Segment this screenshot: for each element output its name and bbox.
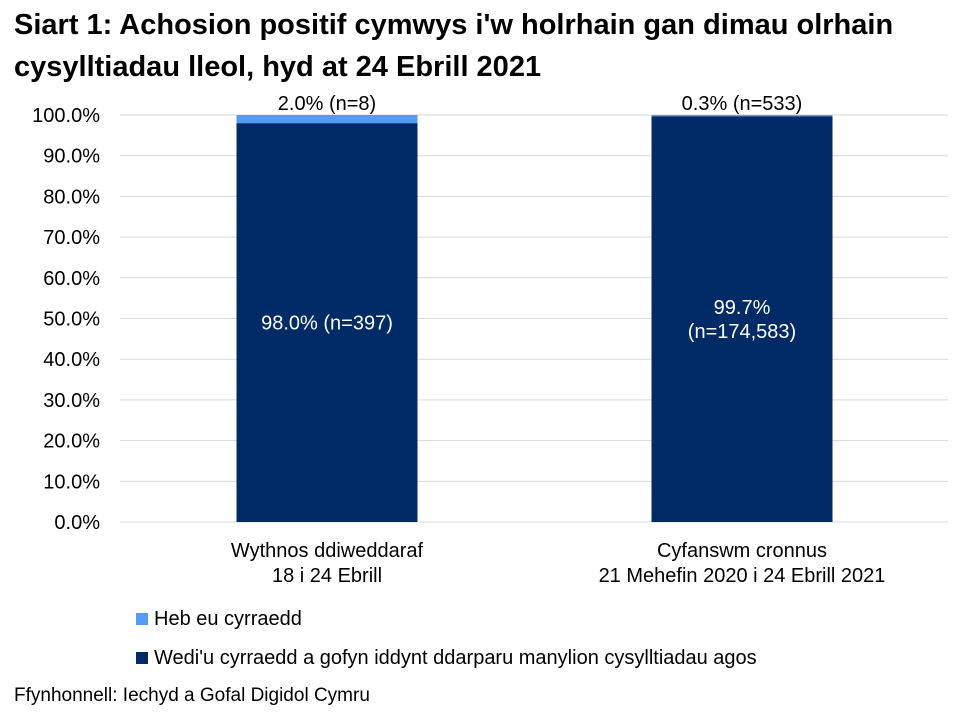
y-tick-label: 40.0% bbox=[43, 349, 100, 371]
bar-segment bbox=[236, 115, 418, 124]
legend-swatch bbox=[136, 613, 148, 625]
legend-label: Heb eu cyrraedd bbox=[154, 608, 302, 630]
x-tick-label: Wythnos ddiweddaraf bbox=[231, 540, 424, 562]
bar-segment bbox=[651, 115, 833, 117]
data-label: 98.0% (n=397) bbox=[261, 313, 393, 335]
bar-segment bbox=[651, 116, 833, 522]
legend-swatch bbox=[136, 652, 148, 664]
y-tick-label: 60.0% bbox=[43, 268, 100, 290]
legend-item-not-reached: Heb eu cyrraedd bbox=[136, 608, 302, 631]
data-label: 2.0% (n=8) bbox=[278, 93, 376, 115]
y-tick-label: 100.0% bbox=[32, 105, 100, 127]
y-tick-label: 80.0% bbox=[43, 186, 100, 208]
bar-segment bbox=[236, 123, 418, 522]
y-tick-label: 20.0% bbox=[43, 431, 100, 453]
legend-label: Wedi'u cyrraedd a gofyn iddynt ddarparu … bbox=[154, 647, 757, 669]
legend-item-reached: Wedi'u cyrraedd a gofyn iddynt ddarparu … bbox=[136, 647, 757, 670]
y-tick-label: 90.0% bbox=[43, 146, 100, 168]
x-tick-label: 21 Mehefin 2020 i 24 Ebrill 2021 bbox=[599, 565, 886, 587]
data-label: 99.7% bbox=[714, 297, 771, 319]
y-tick-label: 70.0% bbox=[43, 227, 100, 249]
y-tick-label: 10.0% bbox=[43, 471, 100, 493]
chart-title: Siart 1: Achosion positif cymwys i'w hol… bbox=[14, 9, 894, 83]
y-tick-label: 0.0% bbox=[54, 512, 100, 534]
x-tick-label: Cyfanswm cronnus bbox=[657, 540, 827, 562]
data-label: (n=174,583) bbox=[688, 321, 796, 343]
y-tick-label: 50.0% bbox=[43, 309, 100, 331]
data-label: 0.3% (n=533) bbox=[682, 93, 803, 115]
y-tick-label: 30.0% bbox=[43, 390, 100, 412]
source-note: Ffynhonnell: Iechyd a Gofal Digidol Cymr… bbox=[14, 685, 370, 706]
x-tick-label: 18 i 24 Ebrill bbox=[272, 565, 382, 587]
